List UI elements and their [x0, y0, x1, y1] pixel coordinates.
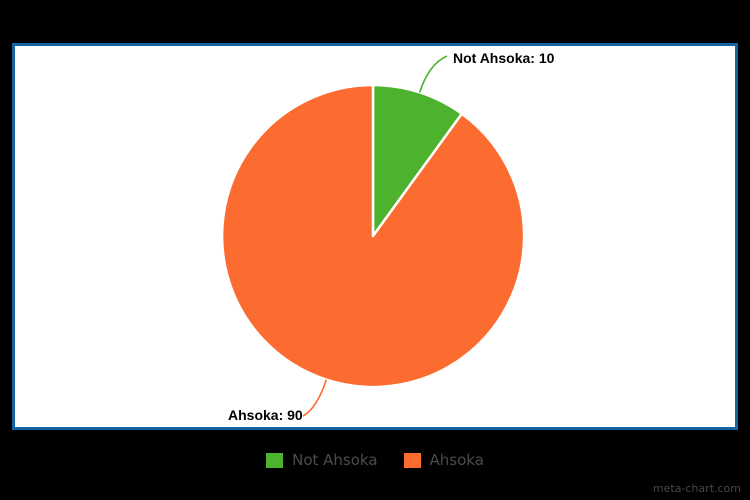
slice-label-ahsoka: Ahsoka: 90	[228, 407, 303, 423]
legend-item-ahsoka: Ahsoka	[403, 451, 484, 469]
legend-swatch-ahsoka	[403, 453, 421, 468]
legend-swatch-not-ahsoka	[266, 453, 284, 468]
watermark: meta-chart.com	[652, 482, 741, 495]
slice-label-not-ahsoka: Not Ahsoka: 10	[453, 50, 555, 66]
chart-legend: Not Ahsoka Ahsoka	[0, 452, 750, 469]
legend-label-ahsoka: Ahsoka	[429, 451, 484, 469]
pie-slice-ahsoka	[220, 83, 526, 389]
leader-line-not-ahsoka	[418, 55, 448, 93]
leader-line-ahsoka	[302, 379, 328, 417]
legend-label-not-ahsoka: Not Ahsoka	[292, 451, 378, 469]
legend-item-not-ahsoka: Not Ahsoka	[266, 451, 378, 469]
